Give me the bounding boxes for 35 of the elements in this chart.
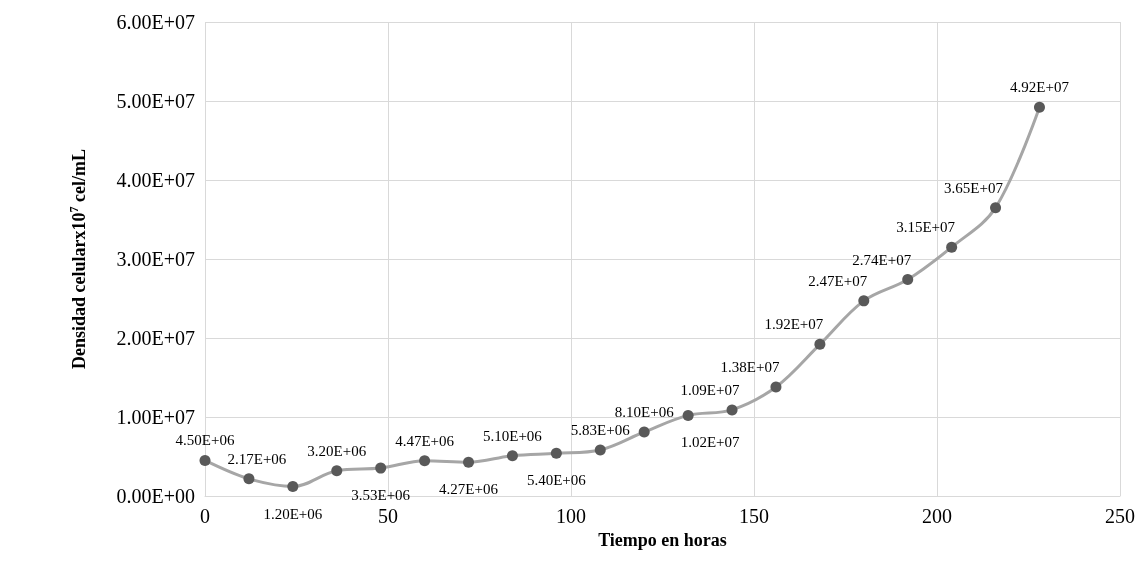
data-label: 3.65E+07 <box>944 179 1004 196</box>
y-tick-label: 0.00E+00 <box>116 485 195 507</box>
data-label: 2.47E+07 <box>808 272 868 289</box>
x-tick-label: 0 <box>200 505 210 527</box>
y-tick-label: 3.00E+07 <box>116 248 195 270</box>
y-tick-label: 2.00E+07 <box>116 327 195 349</box>
data-label: 1.09E+07 <box>680 381 740 398</box>
data-label: 4.27E+06 <box>439 481 499 498</box>
x-tick-label: 100 <box>556 505 586 527</box>
x-tick-label: 250 <box>1105 505 1135 527</box>
y-tick-label: 4.00E+07 <box>116 169 195 191</box>
data-label: 5.40E+06 <box>526 472 587 489</box>
data-label: 5.10E+06 <box>483 427 543 444</box>
data-label: 3.15E+07 <box>896 219 956 236</box>
data-label: 2.74E+07 <box>852 251 912 268</box>
y-tick-label: 5.00E+07 <box>116 90 195 112</box>
y-axis-title: Densidad celularx107 cel/mL <box>67 149 89 369</box>
data-label: 4.92E+07 <box>1010 79 1070 96</box>
data-label: 5.83E+06 <box>570 421 631 438</box>
x-axis-title: Tiempo en horas <box>598 529 727 550</box>
data-label: 3.20E+06 <box>307 442 367 459</box>
data-label: 1.20E+06 <box>263 505 323 522</box>
data-label: 2.17E+06 <box>227 450 287 467</box>
data-label: 3.53E+06 <box>351 487 411 504</box>
data-label: 1.02E+07 <box>680 434 741 451</box>
x-tick-label: 150 <box>739 505 769 527</box>
data-label: 4.47E+06 <box>395 432 455 449</box>
x-tick-label: 200 <box>922 505 952 527</box>
data-label: 8.10E+06 <box>614 404 675 421</box>
data-label: 1.38E+07 <box>720 358 780 375</box>
y-tick-label: 1.00E+07 <box>116 406 195 428</box>
y-tick-label: 6.00E+07 <box>116 11 195 33</box>
data-label: 4.50E+06 <box>175 432 235 449</box>
x-tick-label: 50 <box>378 505 398 527</box>
data-label: 1.92E+07 <box>764 316 824 333</box>
